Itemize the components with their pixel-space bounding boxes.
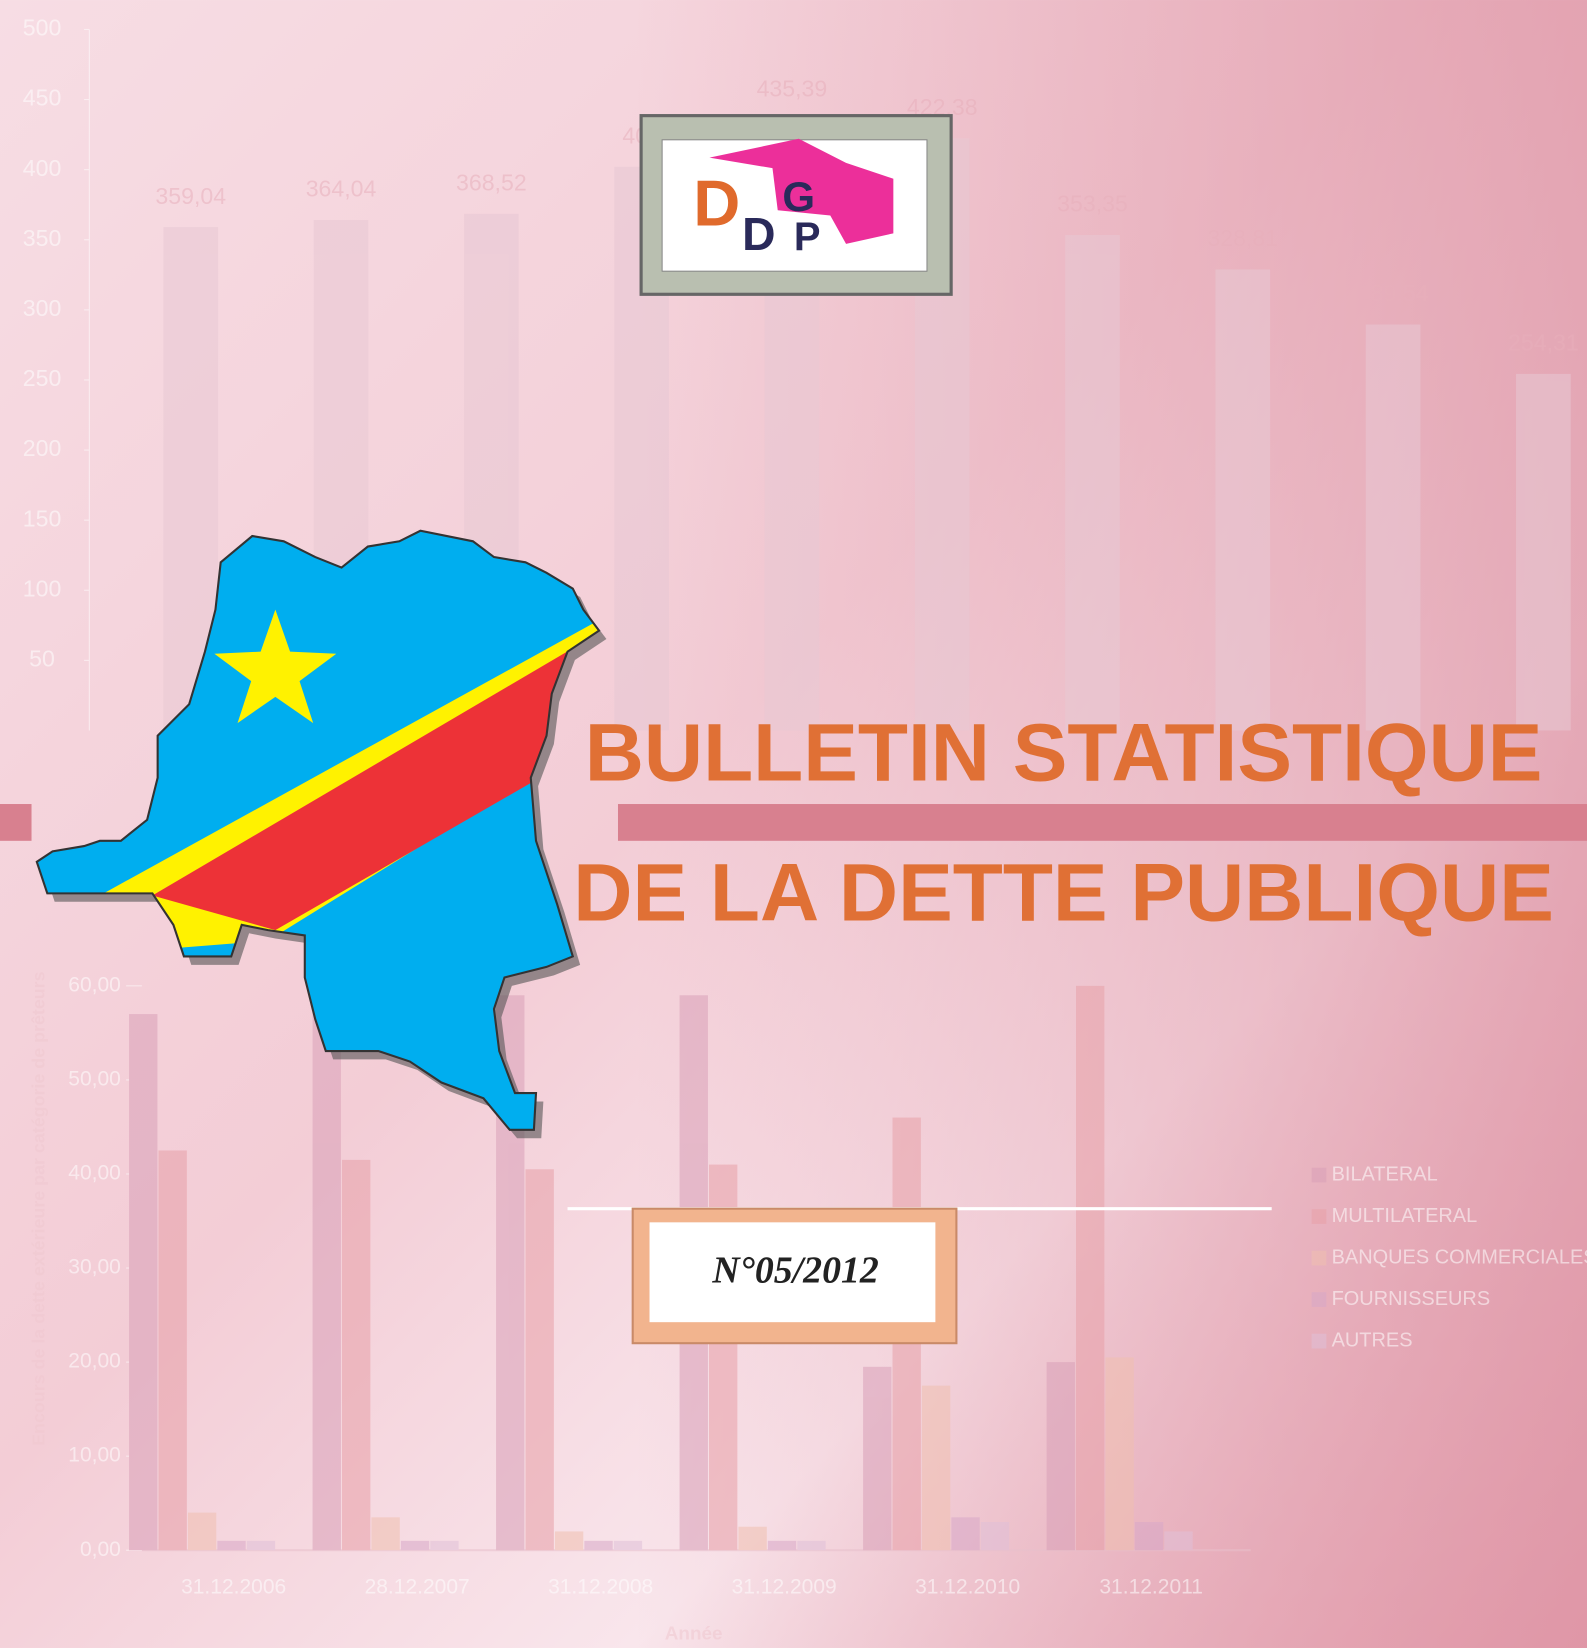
bar xyxy=(1365,324,1421,731)
x-axis-label: Année xyxy=(665,1623,723,1644)
value-label: 254,31 xyxy=(1508,330,1579,356)
bar xyxy=(797,1540,826,1551)
bar xyxy=(1516,373,1571,731)
bar xyxy=(187,1512,217,1551)
value-label: 328,81 xyxy=(1207,225,1278,251)
title-line: DE LA DETTE PUBLIQUE xyxy=(573,847,1554,938)
bar xyxy=(371,1517,400,1551)
bar xyxy=(1065,235,1120,731)
bar xyxy=(1105,1357,1134,1551)
legend-label: AUTRES xyxy=(1332,1329,1413,1351)
flag-red xyxy=(152,639,589,931)
x-tick-label: 31.12.2009 xyxy=(732,1576,837,1599)
y-tick-label: 300 xyxy=(23,295,62,321)
bar xyxy=(767,1540,797,1551)
y-tick-label: 60,00 xyxy=(68,973,121,996)
y-axis-label: Encours de la dette extérieure par catég… xyxy=(29,971,49,1446)
y-tick-label: 0,00 xyxy=(80,1538,121,1561)
logo: D G D P xyxy=(639,114,953,296)
legend-swatch xyxy=(1311,1167,1327,1183)
bar xyxy=(1134,1522,1164,1551)
bar xyxy=(430,1540,459,1551)
legend-swatch xyxy=(1311,1250,1327,1266)
value-label: 359,04 xyxy=(155,183,226,209)
y-tick-label: 350 xyxy=(23,225,62,251)
logo-letter: P xyxy=(794,215,821,259)
logo-letter: D xyxy=(693,166,740,239)
flag-star xyxy=(214,609,337,724)
bar xyxy=(217,1540,246,1551)
logo-letter: D xyxy=(742,208,775,260)
bar xyxy=(1076,985,1105,1551)
x-tick-label: 31.12.2008 xyxy=(548,1576,653,1599)
issue-inner xyxy=(649,1222,936,1323)
value-label: 364,04 xyxy=(306,176,377,202)
legend-swatch xyxy=(1311,1292,1327,1307)
issue-number: N°05/2012 xyxy=(711,1250,879,1292)
y-tick-label: 250 xyxy=(23,365,62,391)
bar xyxy=(863,1366,892,1551)
title-divider xyxy=(0,804,32,841)
legend-label: MULTILATERAL xyxy=(1332,1205,1478,1227)
bar xyxy=(1164,1531,1193,1551)
bar xyxy=(613,1540,643,1551)
y-tick-label: 10,00 xyxy=(68,1444,121,1467)
bar xyxy=(246,1540,276,1551)
y-tick-label: 50,00 xyxy=(68,1067,121,1090)
x-tick-label: 31.12.2006 xyxy=(181,1576,286,1599)
bar xyxy=(921,1385,951,1551)
legend-label: BANQUES COMMERCIALES xyxy=(1332,1246,1587,1268)
value-label: 435,39 xyxy=(757,76,828,102)
legend-label: FOURNISSEURS xyxy=(1332,1288,1491,1310)
bar xyxy=(312,1004,341,1551)
x-tick-label: 31.12.2010 xyxy=(915,1576,1020,1599)
bar xyxy=(1046,1362,1075,1551)
y-tick-label: 20,00 xyxy=(68,1350,121,1373)
x-tick-label: 28.12.2007 xyxy=(365,1576,470,1599)
bar xyxy=(584,1540,613,1551)
y-tick-label: 50 xyxy=(29,645,55,671)
y-tick-label: 150 xyxy=(23,505,62,531)
logo-shape xyxy=(709,138,894,244)
y-tick-label: 200 xyxy=(23,435,62,461)
y-tick-label: 100 xyxy=(23,575,62,601)
legend-label: BILATERAL xyxy=(1332,1163,1438,1185)
title-line: BULLETIN STATISTIQUE xyxy=(585,707,1543,798)
value-label: 368,52 xyxy=(456,169,527,195)
title-divider xyxy=(617,804,1587,841)
y-tick-label: 400 xyxy=(23,155,62,181)
bar xyxy=(400,1540,430,1551)
bar xyxy=(341,1159,371,1551)
y-tick-label: 500 xyxy=(23,15,62,41)
bar xyxy=(738,1526,767,1551)
y-tick-label: 40,00 xyxy=(68,1162,121,1185)
value-label: 289,54 xyxy=(1358,280,1429,306)
x-tick-label: 31.12.2011 xyxy=(1099,1576,1203,1599)
bar xyxy=(951,1517,980,1551)
legend-swatch xyxy=(1311,1209,1327,1224)
bar xyxy=(525,1169,554,1551)
bar xyxy=(129,1014,158,1551)
bar xyxy=(158,1150,187,1551)
bar xyxy=(1215,269,1271,731)
y-tick-label: 450 xyxy=(23,85,62,111)
y-tick-label: 30,00 xyxy=(68,1256,121,1279)
logo-letter: G xyxy=(782,173,815,220)
value-label: 353,35 xyxy=(1057,191,1128,217)
legend-swatch xyxy=(1311,1333,1327,1349)
bar xyxy=(554,1531,584,1551)
background-charts: 50 100 150 200 250 300 350 400 450 500 359,04 364,0… xyxy=(23,15,1587,1645)
bar xyxy=(980,1522,1010,1551)
